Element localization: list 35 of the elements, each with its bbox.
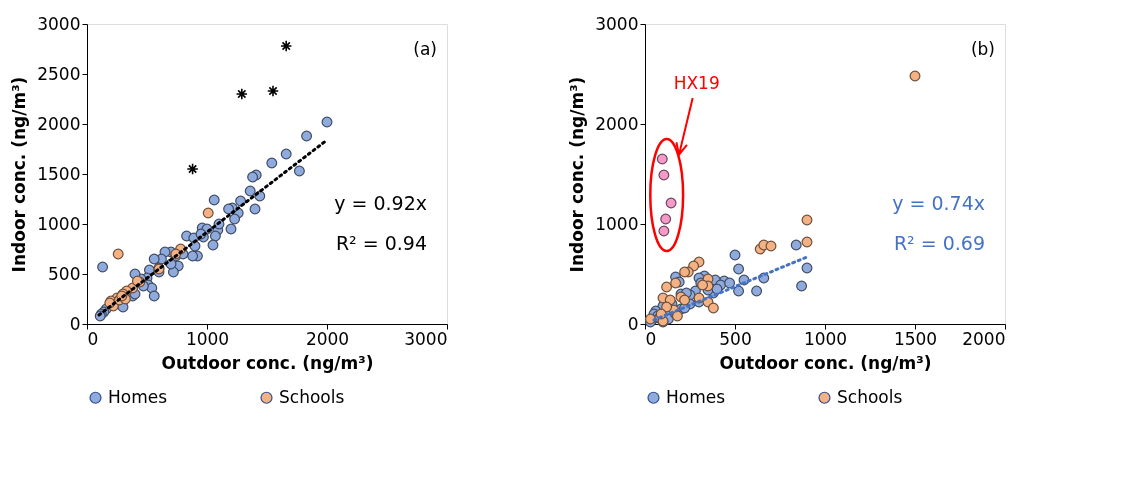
y-tick-label: 3000 [595,13,639,34]
annotation: y = 0.92x [334,192,427,214]
annotation: (a) [413,39,437,59]
x-tick-label: 2000 [305,328,350,349]
y-tick-label: 2500 [37,63,81,84]
y-tick-label: 0 [627,313,639,334]
legend-label: Homes [666,386,726,407]
x-tick-label: 2000 [962,328,1006,349]
legend-label: Homes [108,386,168,407]
x-tick-label: 1000 [803,328,848,349]
y-axis-title: Indoor conc. (ng/m³) [567,76,588,273]
y-tick-label: 500 [48,263,81,284]
x-tick-label: 3000 [404,328,448,349]
y-tick-label: 1000 [37,213,81,234]
y-tick-label: 1500 [37,163,81,184]
x-tick-label: 1000 [185,328,230,349]
y-axis-title: Indoor conc. (ng/m³) [9,76,30,273]
annotation: y = 0.74x [892,192,985,214]
annotation: R² = 0.69 [893,232,985,254]
x-tick-label: 0 [645,328,657,349]
x-tick-label: 1500 [893,328,938,349]
x-axis-title: Outdoor conc. (ng/m³) [161,352,374,373]
x-axis-title: Outdoor conc. (ng/m³) [719,352,932,373]
y-tick-label: 2000 [37,113,81,134]
y-tick-label: 3000 [37,13,81,34]
x-tick-label: 500 [719,328,752,349]
legend-label: Schools [837,386,903,407]
legend-label: Schools [279,386,345,407]
y-tick-label: 2000 [595,113,639,134]
annotation: HX19 [673,73,720,93]
x-tick-label: 0 [87,328,99,349]
y-tick-label: 0 [69,313,81,334]
annotation: R² = 0.94 [335,232,427,254]
annotation: (b) [970,39,995,59]
y-tick-label: 1000 [595,213,639,234]
